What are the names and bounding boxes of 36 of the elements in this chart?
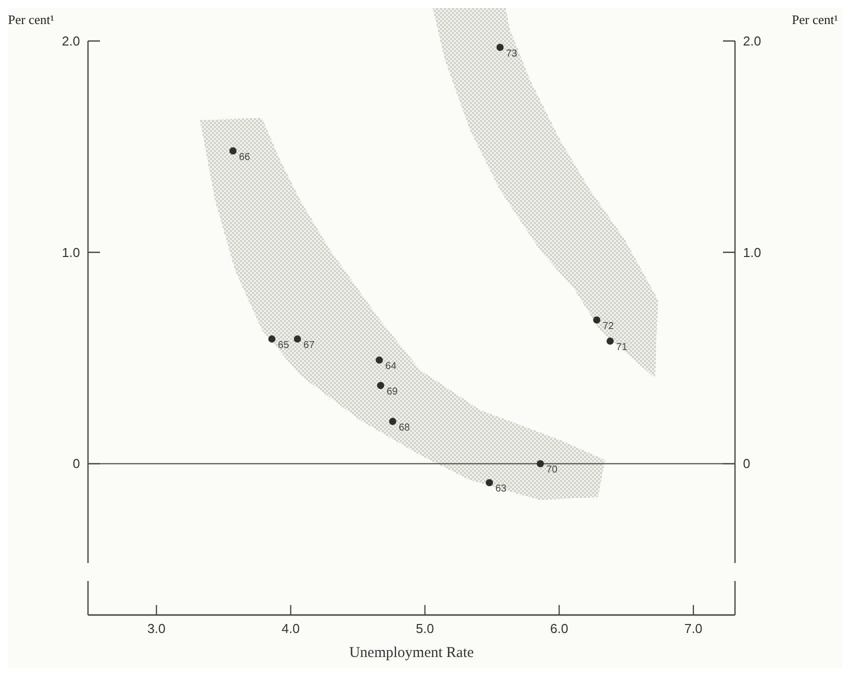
x-tick-label: 4.0 <box>282 621 300 636</box>
y2-tick-label: 1.0 <box>743 244 762 260</box>
y-tick-label: 0 <box>72 456 80 472</box>
annotation: 69 <box>386 386 398 398</box>
x-tick-label: 7.0 <box>684 621 702 636</box>
y-axis-title: Per cent¹ <box>8 12 54 27</box>
point <box>377 382 384 390</box>
annotation: 63 <box>495 484 507 495</box>
y-tick-label: 2.0 <box>62 34 80 49</box>
point <box>593 316 600 324</box>
point <box>389 418 396 425</box>
annotation: 73 <box>506 48 518 60</box>
annotation: 64 <box>385 361 397 372</box>
annotation: 70 <box>546 464 558 476</box>
x-tick-label: 5.0 <box>416 621 434 636</box>
point <box>294 335 301 343</box>
point <box>486 479 493 486</box>
x-axis-title: Unemployment Rate <box>349 645 474 661</box>
point <box>268 335 276 343</box>
x-tick-label: 6.0 <box>550 621 568 636</box>
point <box>496 44 504 51</box>
annotation: 71 <box>616 342 628 354</box>
x-tick-label: 3.0 <box>147 621 166 636</box>
point <box>606 338 614 345</box>
y2-tick-label: 2.0 <box>743 34 762 49</box>
point <box>536 460 544 468</box>
y2-axis-title: Per cent¹ <box>792 12 838 27</box>
annotation: 66 <box>238 152 251 163</box>
annotation: 65 <box>278 340 290 351</box>
annotation: 67 <box>303 340 315 351</box>
point <box>376 356 383 364</box>
point <box>229 147 237 154</box>
y2-tick-label: 0 <box>743 456 750 472</box>
annotation: 68 <box>398 422 410 434</box>
y-tick-label: 1.0 <box>62 244 80 260</box>
annotation: 72 <box>602 320 614 332</box>
